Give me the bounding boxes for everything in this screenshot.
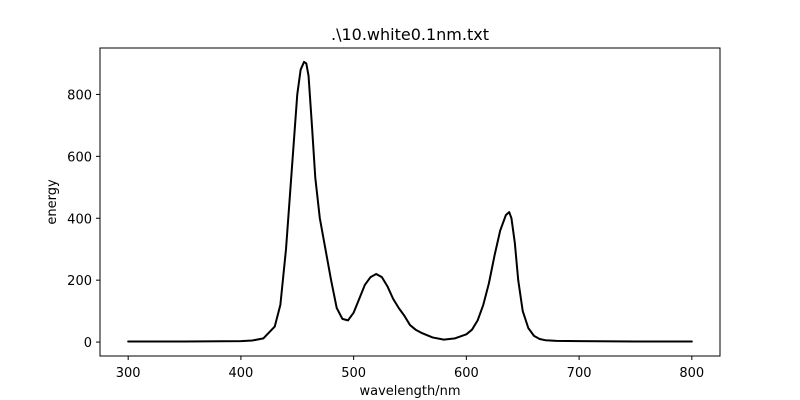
- x-tick-label: 700: [567, 366, 592, 381]
- y-tick-label: 200: [67, 274, 92, 289]
- x-tick-label: 300: [116, 366, 141, 381]
- x-axis-label: wavelength/nm: [359, 384, 460, 399]
- y-tick-label: 600: [67, 150, 92, 165]
- x-tick-label: 600: [454, 366, 479, 381]
- series-line: [127, 60, 693, 343]
- x-tick-label: 800: [679, 366, 704, 381]
- x-axis: 300 400 500 600 700 800: [116, 356, 704, 381]
- x-tick-label: 500: [341, 366, 366, 381]
- y-axis-label: energy: [45, 179, 60, 225]
- y-tick-label: 0: [84, 336, 92, 351]
- chart-title: .\10.white0.1nm.txt: [331, 25, 489, 44]
- y-axis: 0 200 400 600 800: [67, 88, 100, 351]
- plot-area: [100, 48, 720, 356]
- y-tick-label: 400: [67, 212, 92, 227]
- y-tick-label: 800: [67, 88, 92, 103]
- plot-frame: [99, 47, 721, 357]
- x-tick-label: 400: [228, 366, 253, 381]
